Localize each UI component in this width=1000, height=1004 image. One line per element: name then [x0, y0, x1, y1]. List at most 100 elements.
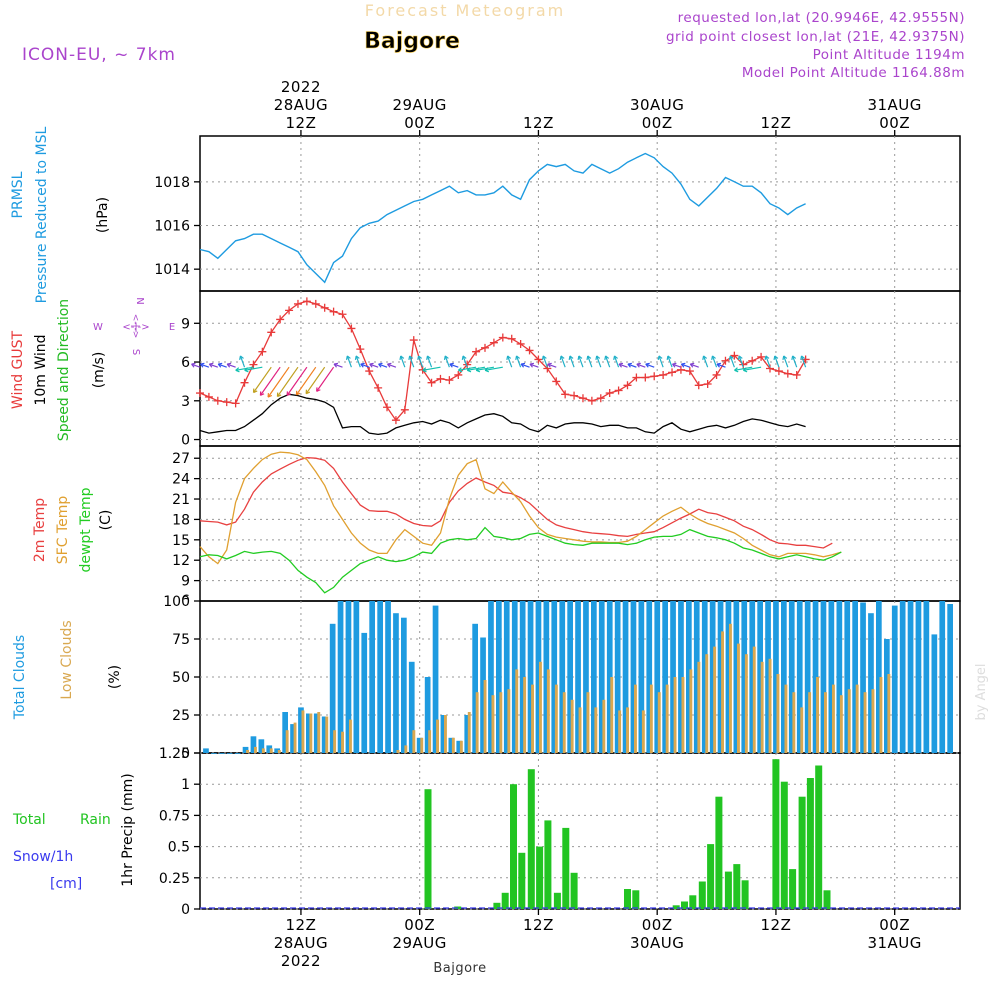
gust-marker: [721, 356, 730, 365]
direction-arrow: [596, 355, 602, 368]
direction-arrowhead: [399, 355, 405, 360]
low-cloud-bar: [839, 695, 843, 753]
low-cloud-bar: [546, 669, 550, 753]
gust-marker: [472, 347, 481, 356]
rain-bar: [780, 781, 788, 909]
total-cloud-bar: [876, 601, 882, 753]
direction-arrow: [286, 366, 308, 396]
direction-arrow: [529, 363, 539, 368]
panel-precip: [199, 752, 961, 910]
total-cloud-bar: [440, 715, 447, 753]
direction-arrowhead: [618, 362, 624, 368]
low-cloud-bar: [396, 750, 400, 753]
direction-arrow: [378, 363, 388, 368]
gust-marker: [534, 355, 543, 364]
dewpt-line: [199, 526, 842, 594]
rain-bar: [536, 846, 544, 909]
low-cloud-bar: [333, 730, 337, 753]
direction-arrow: [259, 366, 281, 396]
direction-arrow: [672, 363, 682, 368]
gust-marker: [320, 303, 329, 312]
total-cloud-bar: [519, 601, 526, 753]
total-cloud-bar: [947, 604, 953, 753]
compass-arrow: <-|->: [122, 322, 149, 333]
direction-arrowhead: [737, 355, 743, 360]
direction-arrow: [462, 355, 468, 368]
model-altitude: Model Point Altitude 1164.88m: [742, 65, 965, 81]
gust-marker: [650, 372, 659, 381]
gust-marker: [445, 376, 454, 385]
model-label: ICON-EU, ~ 7km: [22, 45, 176, 65]
total-cloud-bar: [242, 746, 249, 753]
low-cloud-bar: [855, 684, 859, 753]
temp-unit: (C): [98, 510, 114, 531]
bottom-axis-label: 12Z: [523, 916, 554, 934]
direction-arrowhead: [627, 362, 632, 368]
gust-marker: [489, 338, 498, 347]
gust-marker: [267, 328, 276, 337]
low-cloud-bar: [887, 674, 891, 753]
total-cloud-bar: [757, 601, 763, 753]
total-cloud-bar: [329, 623, 336, 753]
direction-arrow: [267, 366, 290, 398]
direction-arrowhead: [267, 393, 273, 398]
low-cloud-bar: [784, 684, 788, 753]
direction-label: Speed and Direction: [56, 299, 72, 441]
rain-bar: [789, 869, 797, 909]
low-cloud-bar: [539, 661, 542, 753]
rain-bar: [570, 872, 578, 909]
gust-marker: [614, 386, 623, 395]
y-tick-label: 15: [172, 533, 190, 549]
direction-arrowhead: [791, 355, 797, 360]
gust-marker: [739, 360, 748, 369]
low-cloud-bar: [420, 737, 424, 753]
rain-bar: [815, 765, 823, 909]
t2m-line: [199, 456, 833, 549]
direction-arrow: [605, 355, 611, 368]
bottom-axis-label: 00Z: [404, 916, 435, 934]
low-cloud-bar: [665, 684, 669, 753]
gust-marker: [596, 394, 605, 403]
y-tick-label: 1014: [154, 262, 190, 278]
y-tick-label: 9: [181, 316, 190, 332]
direction-arrow: [484, 366, 503, 371]
top-axis-label: 30AUG: [630, 96, 684, 114]
gust-marker: [570, 391, 579, 400]
rain-bar: [806, 778, 814, 909]
low-cloud-bar: [285, 730, 289, 753]
direction-arrow: [711, 355, 718, 368]
total-cloud-bar: [282, 712, 288, 753]
gust-marker: [561, 390, 570, 399]
total-cloud-bar: [306, 713, 312, 753]
direction-arrow: [387, 363, 397, 368]
gust-marker: [632, 373, 641, 382]
direction-arrow: [774, 355, 780, 368]
gust-marker: [507, 334, 516, 343]
total-cloud-bar: [464, 715, 471, 753]
direction-arrow: [467, 366, 486, 371]
low-cloud-bar: [768, 658, 772, 753]
gust-marker: [276, 315, 285, 324]
total-cloud-bar: [725, 601, 732, 753]
gust-marker: [293, 299, 302, 308]
bottom-axis-label: 28AUG: [274, 934, 328, 952]
low-cloud-bar: [570, 699, 574, 753]
total-cloud-bar: [393, 613, 399, 753]
rain-bar: [689, 895, 697, 909]
low-cloud-bar: [254, 746, 257, 753]
direction-arrowhead: [360, 362, 365, 368]
direction-arrow: [200, 363, 210, 368]
direction-arrow: [636, 363, 646, 368]
gust-marker: [525, 346, 534, 355]
gust-marker: [659, 370, 668, 379]
gust-marker: [427, 378, 436, 387]
low-cloud-bar: [301, 710, 305, 753]
total-cloud-bar: [416, 737, 423, 753]
grid-layer: [200, 136, 960, 910]
y-tick-label: 75: [172, 632, 190, 648]
total-cloud-bar: [211, 753, 217, 754]
total-cloud-bar: [218, 753, 225, 754]
total-cloud-bar: [567, 601, 573, 753]
direction-arrow: [218, 363, 227, 368]
direction-arrowhead: [417, 355, 423, 360]
